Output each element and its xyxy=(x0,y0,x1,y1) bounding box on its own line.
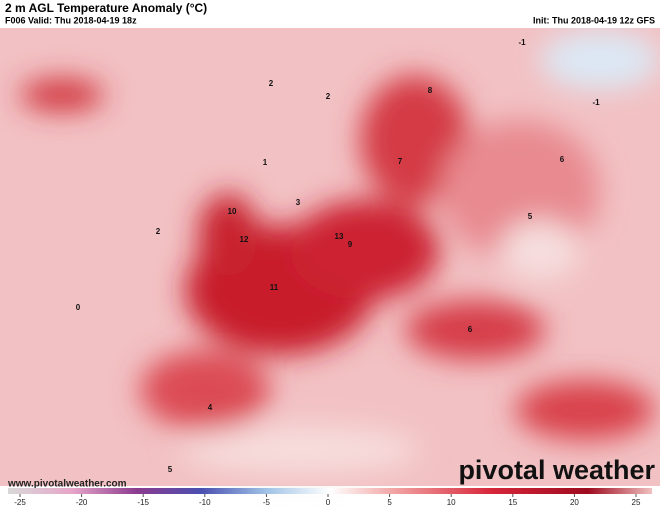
contour-label: 1 xyxy=(263,158,268,167)
colorbar-tick-label: 15 xyxy=(508,498,517,507)
contour-label: 11 xyxy=(270,283,279,292)
init-time: Init: Thu 2018-04-19 12z GFS xyxy=(533,15,655,25)
colorbar-tick-label: -10 xyxy=(199,498,211,507)
contour-label: 9 xyxy=(348,240,353,249)
contour-label: 5 xyxy=(528,212,533,221)
contour-label: 2 xyxy=(156,227,161,236)
colorbar-tick-label: -15 xyxy=(137,498,149,507)
contour-label: 6 xyxy=(560,155,565,164)
contour-label: 2 xyxy=(269,79,274,88)
contour-label: 0 xyxy=(76,303,81,312)
colorbar-tick-label: 0 xyxy=(326,498,331,507)
title: 2 m AGL Temperature Anomaly (°C) xyxy=(5,1,207,15)
colorbar xyxy=(8,488,652,494)
colorbar-tick-label: 25 xyxy=(632,498,641,507)
contour-label: 7 xyxy=(398,157,403,166)
contour-label: 6 xyxy=(468,325,473,334)
contour-label: 12 xyxy=(240,235,249,244)
colorbar-tick-label: -5 xyxy=(263,498,271,507)
contour-label: 2 xyxy=(326,92,331,101)
contour-label: 3 xyxy=(296,198,301,207)
contour-label: -1 xyxy=(592,98,600,107)
logo: pivotal weather xyxy=(458,455,655,485)
colorbar-tick-label: 10 xyxy=(447,498,456,507)
contour-label: 10 xyxy=(228,207,237,216)
contour-label: -1 xyxy=(518,38,526,47)
colorbar-tick-label: 20 xyxy=(570,498,579,507)
header-band xyxy=(0,0,660,28)
valid-time: F006 Valid: Thu 2018-04-19 18z xyxy=(5,15,137,25)
anomaly-field xyxy=(20,30,660,475)
contour-label: 4 xyxy=(208,403,213,412)
contour-label: 13 xyxy=(335,232,344,241)
colorbar-tick-label: -25 xyxy=(14,498,26,507)
contour-label: 5 xyxy=(168,465,173,474)
colorbar-tick-label: 5 xyxy=(387,498,392,507)
contour-label: 8 xyxy=(428,86,433,95)
website: www.pivotalweather.com xyxy=(7,479,127,490)
colorbar-tick-label: -20 xyxy=(76,498,88,507)
